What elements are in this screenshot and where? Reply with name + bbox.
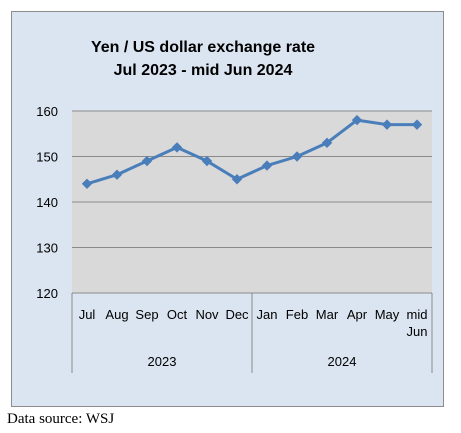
data-point-marker [141,155,153,167]
x-tick-label: Aug [105,307,128,322]
data-point-marker [291,151,303,162]
data-point-marker [231,174,243,185]
y-tick-label: 140 [36,195,58,210]
x-tick-label: Jan [257,307,278,322]
y-tick-label: 160 [36,104,58,119]
y-axis-ticks: 120 130 140 150 160 [36,104,58,301]
x-tick-label: Apr [347,307,368,322]
data-point-marker [411,119,423,130]
y-tick-label: 120 [36,286,58,301]
data-point-marker [111,169,123,180]
x-tick-label: Nov [195,307,219,322]
data-point-marker [261,160,273,171]
year-group-label: 2024 [328,354,357,369]
chart-title: Yen / US dollar exchange rate [91,39,315,56]
series-line-group [81,114,423,190]
gridlines [72,110,432,294]
x-tick-label: Jul [79,307,96,322]
y-tick-label: 130 [36,241,58,256]
x-tick-label: Feb [286,307,308,322]
data-point-marker [321,137,333,149]
y-tick-label: 150 [36,150,58,165]
data-point-marker [171,142,183,153]
data-point-marker [81,178,93,190]
x-tick-label: May [375,307,400,322]
data-point-marker [201,155,213,167]
chart-subtitle: Jul 2023 - mid Jun 2024 [114,62,293,79]
x-tick-label: Sep [135,307,158,322]
data-point-marker [381,119,393,130]
x-tick-label: mid Jun [407,307,428,339]
series-line [86,118,417,186]
data-point-marker [351,114,363,126]
x-axis: Jul Aug Sep Oct Nov Dec Jan Feb Mar Apr May mid Jun 2… [71,292,433,373]
x-tick-label: Dec [225,307,249,322]
year-group-label: 2023 [148,354,177,369]
x-tick-label: Mar [316,307,339,322]
data-source-note: Data source: WSJ [7,411,115,427]
x-tick-label: Oct [167,307,188,322]
